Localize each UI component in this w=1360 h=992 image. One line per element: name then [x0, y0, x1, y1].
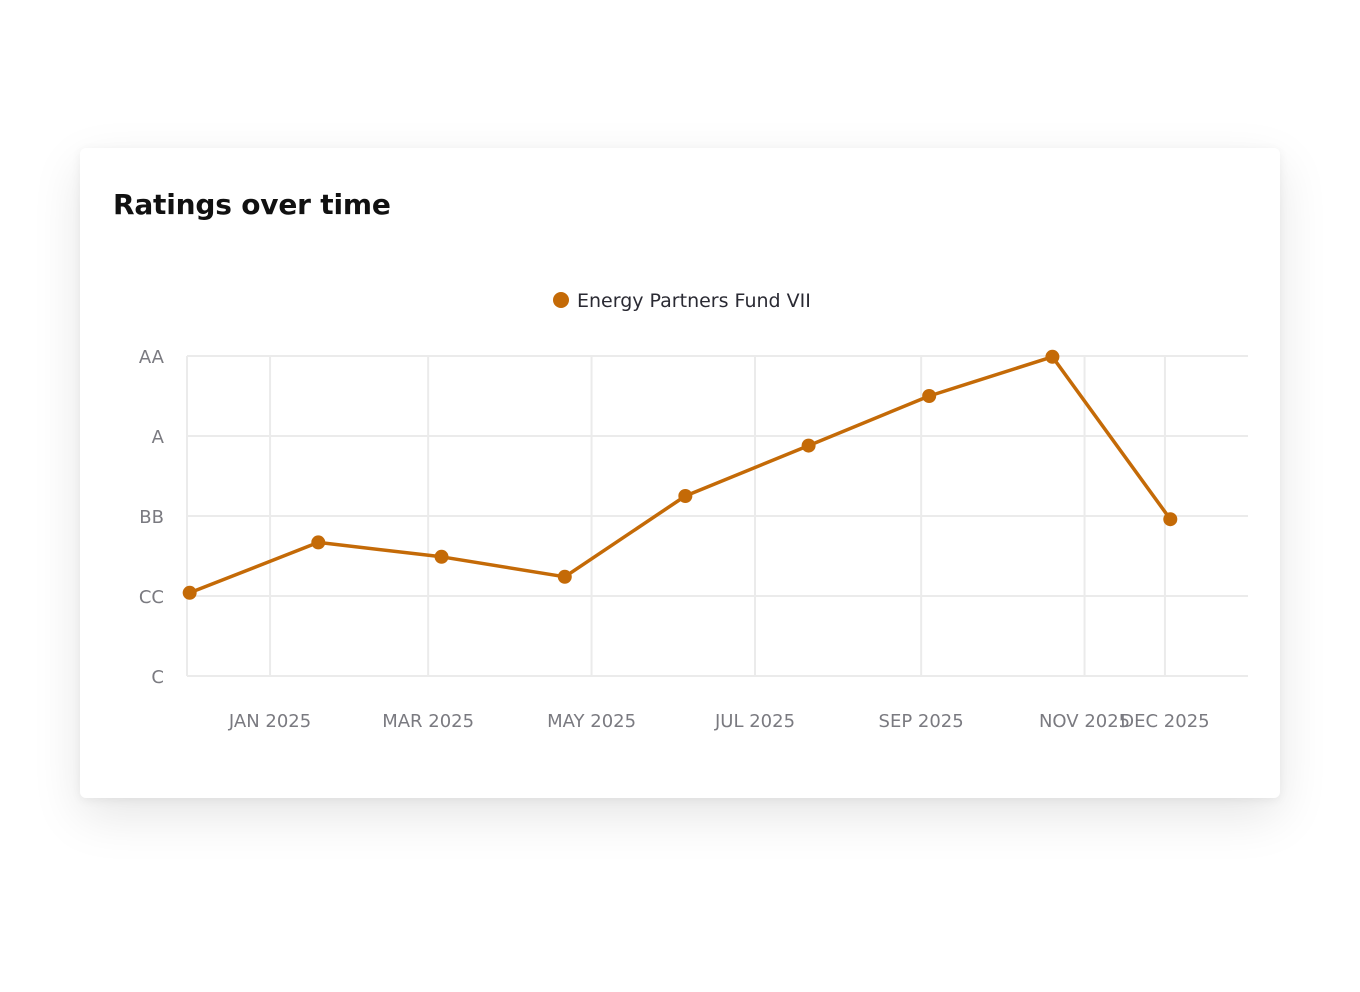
x-axis-ticks: JAN 2025 MAR 2025 MAY 2025 JUL 2025 SEP 2025… [228, 711, 1210, 732]
legend-label[interactable]: Energy Partners Fund VII [577, 290, 811, 312]
series-energy-partners-fund-vii[interactable] [182, 349, 1178, 600]
x-tick-label-jul-2025: JUL 2025 [714, 711, 795, 732]
x-tick-label-may-2025: MAY 2025 [547, 711, 636, 732]
grid [186, 355, 1248, 677]
y-tick-label-bb: BB [139, 507, 164, 528]
data-point-8[interactable] [1045, 349, 1060, 364]
x-tick-label-dec-2025: DEC 2025 [1120, 711, 1209, 732]
y-tick-label-aa: AA [139, 347, 165, 368]
chart-card: Ratings over time C CC BB A AA JAN 2025 MAR 2… [80, 148, 1280, 798]
series-line [187, 355, 1173, 595]
data-point-3[interactable] [434, 549, 449, 564]
data-point-7[interactable] [922, 389, 937, 403]
data-point-5[interactable] [678, 489, 693, 503]
y-tick-label-c: C [151, 667, 164, 688]
legend[interactable]: Energy Partners Fund VII [553, 290, 811, 312]
y-tick-label-cc: CC [139, 587, 164, 608]
x-tick-label-nov-2025: NOV 2025 [1039, 711, 1130, 732]
card-title: Ratings over time [113, 188, 391, 221]
data-point-4[interactable] [557, 569, 572, 584]
y-tick-label-a: A [152, 427, 165, 448]
data-point-9[interactable] [1163, 512, 1178, 527]
x-tick-label-mar-2025: MAR 2025 [382, 711, 474, 732]
data-point-2[interactable] [311, 535, 326, 550]
x-tick-label-sep-2025: SEP 2025 [879, 711, 964, 732]
data-point-1[interactable] [182, 585, 197, 600]
legend-marker[interactable] [553, 292, 569, 308]
data-point-6[interactable] [801, 438, 816, 453]
x-tick-label-jan-2025: JAN 2025 [228, 711, 311, 732]
